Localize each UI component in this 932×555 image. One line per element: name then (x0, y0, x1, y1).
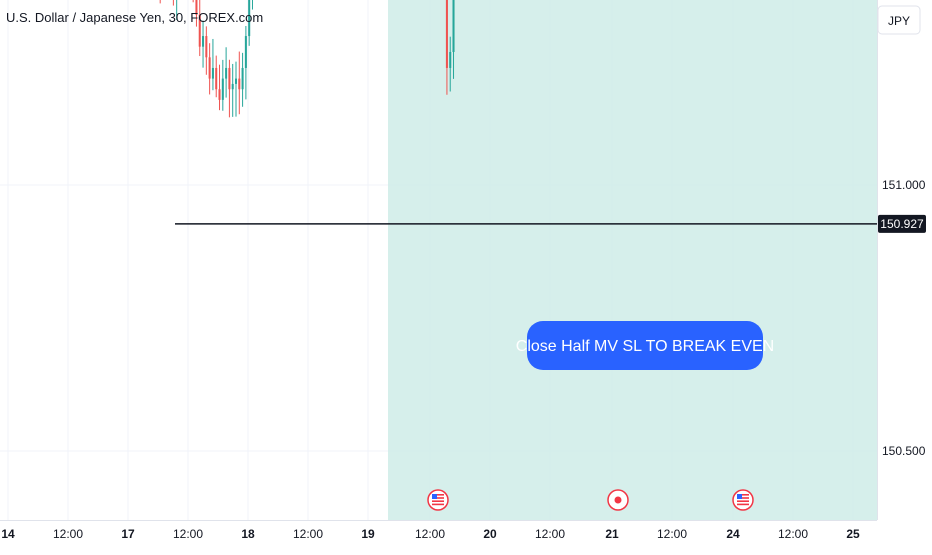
flag-stripe (432, 497, 444, 499)
candle-body (221, 78, 224, 100)
candle (234, 61, 238, 117)
candle-body (231, 83, 234, 90)
time-tick-label: 12:00 (293, 527, 323, 541)
candle-body (241, 67, 244, 90)
support-price-tag: 150.927 (878, 214, 926, 233)
currency-label: JPY (888, 14, 910, 28)
time-tick-label: 12:00 (778, 527, 808, 541)
candle (205, 26, 208, 75)
annotation-note[interactable]: Close Half MV SL TO BREAK EVEN (516, 321, 774, 370)
candle (218, 64, 221, 111)
event-dot-icon[interactable] (607, 489, 629, 511)
annotation-bubble (527, 321, 763, 370)
position-zones (388, 0, 877, 520)
time-tick-label: 12:00 (535, 527, 565, 541)
candle (228, 59, 231, 118)
candle (198, 0, 201, 57)
horizontal-levels (175, 223, 877, 225)
time-tick-label: 20 (483, 527, 497, 541)
candle (225, 47, 228, 98)
candle (221, 59, 224, 111)
candle-body (195, 0, 198, 15)
time-tick-label: 19 (361, 527, 375, 541)
take-profit-zone (388, 0, 877, 520)
candles (159, 0, 455, 118)
candle (452, 0, 455, 79)
flag-stripe (432, 500, 444, 502)
candle-body (445, 0, 448, 68)
time-tick-label: 12:00 (657, 527, 687, 541)
candle (248, 0, 251, 46)
candle (208, 43, 211, 95)
candle-body (225, 67, 228, 79)
candle-body (228, 67, 231, 90)
annotation-text: Close Half MV SL TO BREAK EVEN (516, 338, 774, 355)
price-labels: 152.441151.809151.77105:19151.689150.927 (878, 214, 926, 233)
price-tick-label: 150.500 (882, 444, 926, 458)
time-tick-label: 17 (121, 527, 135, 541)
candle-body (248, 0, 251, 37)
candle-body (211, 67, 214, 79)
candle-body (234, 78, 238, 84)
flag-stripe (737, 497, 749, 499)
time-tick-label: 21 (605, 527, 619, 541)
candle (231, 63, 234, 117)
time-tick-label: 12:00 (173, 527, 203, 541)
flag-canton (432, 494, 437, 499)
candle-body (208, 57, 211, 79)
candle-body (205, 36, 208, 58)
candle-body (244, 36, 247, 68)
candle-body (449, 52, 452, 68)
time-tick-label: 12:00 (53, 527, 83, 541)
candle (211, 38, 214, 91)
candle (244, 26, 247, 100)
candle (251, 0, 253, 10)
candle (215, 55, 218, 98)
candle (238, 51, 241, 115)
candle-body (218, 89, 221, 100)
time-ticks: 14 12:00 17 12:00 18 12:00 19 12:00 20 12:00 21 12:… (1, 527, 860, 541)
support-price-tag-bg (878, 214, 926, 233)
time-tick-label: 12:00 (415, 527, 445, 541)
candle (449, 36, 452, 92)
candle (202, 20, 205, 68)
event-marker-ring (427, 489, 449, 511)
flag-stripe (737, 494, 749, 496)
us-flag-icon[interactable] (732, 489, 754, 511)
support-price-tag-text: 150.927 (880, 217, 924, 231)
time-axis[interactable]: 14 12:00 17 12:00 18 12:00 19 12:00 20 12:00 21 12:… (0, 520, 877, 542)
currency-button[interactable]: JPY (877, 5, 921, 35)
candle-body (198, 14, 201, 47)
time-tick-label: 14 (1, 527, 15, 541)
flag-stripe (737, 500, 749, 502)
price-tick-label: 151.000 (882, 178, 926, 192)
time-tick-label: 24 (726, 527, 740, 541)
flag-stripe (737, 503, 749, 506)
candle-body (215, 67, 218, 90)
candle (195, 0, 198, 27)
time-tick-label: 25 (846, 527, 860, 541)
candle (241, 52, 244, 107)
event-marker-ring (732, 489, 754, 511)
candle-body (452, 0, 455, 52)
chart-title: U.S. Dollar / Japanese Yen, 30, FOREX.co… (6, 10, 263, 25)
flag-stripe (432, 494, 444, 496)
flag-stripe (432, 503, 444, 506)
candle-body (238, 78, 241, 90)
us-flag-icon[interactable] (427, 489, 449, 511)
event-markers[interactable] (427, 489, 754, 511)
candle (445, 0, 448, 95)
candle-body (202, 36, 205, 47)
time-tick-label: 18 (241, 527, 255, 541)
event-dot (614, 496, 622, 504)
flag-canton (737, 494, 742, 499)
